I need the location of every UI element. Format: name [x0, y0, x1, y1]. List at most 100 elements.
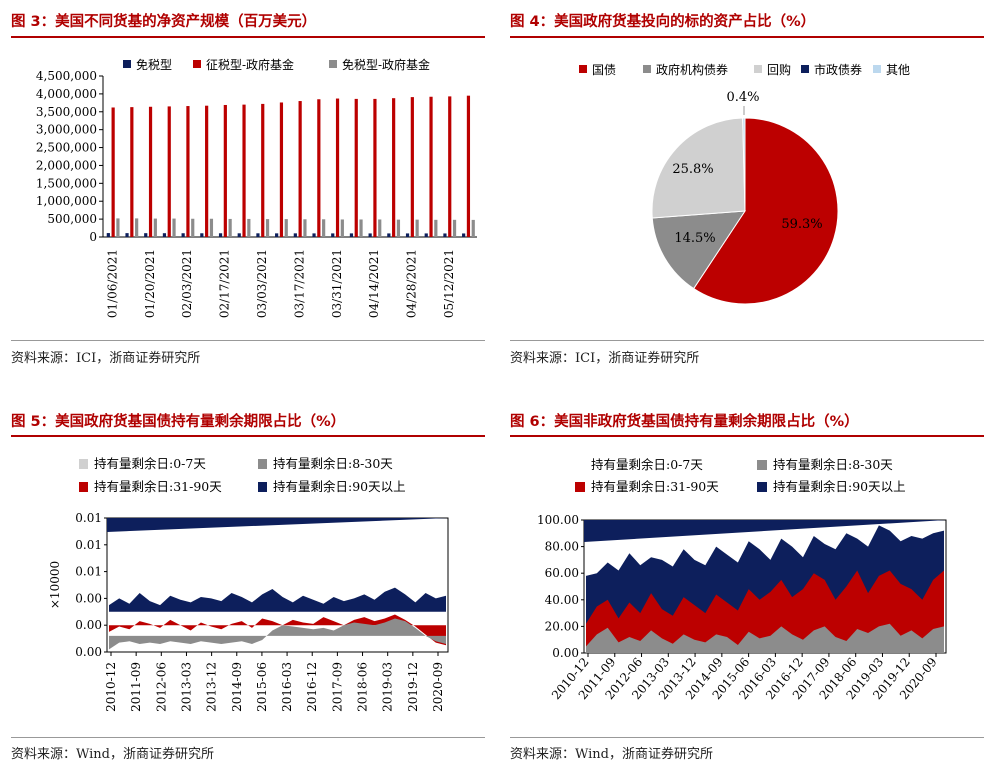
fig3-bar-1 [242, 104, 246, 237]
fig3-bar-1 [354, 98, 358, 237]
fig3-x-tick-label: 03/03/2021 [255, 249, 269, 318]
fig3-bar-2 [471, 219, 475, 237]
fig6-legend-label: 持有量剩余日:31-90天 [591, 479, 719, 494]
fig4-slice-label: 59.3% [781, 217, 822, 232]
fig3-x-tick-label: 02/17/2021 [218, 249, 232, 318]
fig5-x-tick-label: 2015-06 [255, 662, 269, 712]
fig3-bar-1 [335, 98, 340, 237]
fig5-title-rule [11, 435, 485, 437]
fig4-legend-label: 政府机构债券 [656, 62, 728, 77]
fig5-x-tick-label: 2014-09 [230, 662, 244, 712]
fig3-y-tick-label: 1,000,000 [36, 194, 97, 208]
fig3-x-tick-label: 04/28/2021 [405, 249, 419, 318]
fig3-legend-swatch [329, 60, 337, 68]
fig3-source: 资料来源：ICI，浙商证券研究所 [11, 351, 201, 366]
fig6-y-tick-label: 20.00 [545, 619, 579, 633]
fig5-x-tick-label: 2019-12 [406, 662, 420, 712]
fig3-bar-1 [148, 106, 153, 237]
fig3-bar-2 [228, 218, 232, 237]
fig3-bar-2 [340, 219, 344, 237]
fig5-legend-label: 持有量剩余日:0-7天 [94, 456, 206, 471]
fig5-x-tick-label: 2018-06 [356, 662, 370, 712]
fig5-legend-label: 持有量剩余日:8-30天 [273, 456, 393, 471]
fig5-x-tick-label: 2016-03 [280, 662, 294, 712]
fig5-y-tick-label: 0.00 [75, 618, 102, 632]
fig5-y-tick-label: 0.01 [75, 538, 102, 552]
fig3-bar-2 [247, 218, 251, 237]
fig3-bar-0 [312, 233, 316, 237]
fig3-y-tick-label: 3,500,000 [36, 105, 97, 119]
fig3-bar-1 [279, 102, 284, 237]
fig4-title: 图 4：美国政府货基投向的标的资产占比（%） [510, 14, 816, 30]
fig3-bar-2 [209, 218, 214, 237]
fig3-x-tick-label: 03/31/2021 [330, 249, 344, 318]
fig4-legend-swatch [643, 65, 651, 73]
fig3-bar-0 [443, 233, 447, 237]
fig3-bar-1 [392, 98, 396, 237]
fig3-bar-2 [191, 218, 195, 237]
fig5-legend-label: 持有量剩余日:31-90天 [94, 479, 222, 494]
fig3-panel: 图 3：美国不同货基的净资产规模（百万美元） 免税型 征税型-政府基金 免税型-政府… [11, 0, 485, 380]
fig5-title: 图 5：美国政府货基国债持有量剩余期限占比（%） [11, 414, 346, 430]
fig5-x-tick-label: 2020-09 [431, 662, 445, 712]
fig4-legend-label: 市政债券 [814, 62, 862, 77]
fig3-bar-1 [186, 106, 190, 237]
fig3-x-tick-label: 03/17/2021 [292, 249, 306, 318]
fig6-source-rule [510, 737, 984, 738]
fig3-legend-label: 免税型-政府基金 [342, 57, 430, 72]
fig5-legend-swatch [258, 459, 267, 469]
fig3-bar-0 [162, 233, 167, 237]
fig4-legend-swatch [873, 65, 881, 73]
fig3-legend-label: 免税型 [136, 57, 172, 72]
fig3-bar-2 [265, 219, 270, 237]
fig5-area-2 [109, 587, 446, 612]
fig3-bar-2 [116, 218, 120, 237]
fig3-bar-1 [317, 99, 321, 237]
fig6-legend-swatch [757, 460, 767, 470]
fig3-y-tick-label: 500,000 [47, 212, 97, 226]
fig5-legend-swatch [79, 482, 88, 492]
fig3-source-rule [11, 340, 485, 341]
fig5-x-tick-label: 2013-03 [179, 662, 193, 712]
fig3-bar-1 [410, 97, 414, 237]
fig4-legend-label: 其他 [886, 63, 910, 77]
fig3-title-rule [11, 36, 485, 38]
fig4-chart: 国债 政府机构债券 回购 市政债券 其他 59.3% 14.5% 25.8% 0.4% [579, 62, 910, 305]
fig4-legend-label: 回购 [767, 62, 791, 77]
fig5-area-1 [109, 614, 446, 646]
fig3-bar-0 [331, 233, 335, 237]
fig6-legend-swatch [575, 460, 585, 470]
fig3-bar-0 [256, 233, 260, 237]
fig6-top-wedge [584, 520, 946, 542]
fig3-bar-1 [167, 106, 171, 238]
fig3-bar-2 [452, 219, 457, 237]
fig3-bar-1 [205, 105, 209, 237]
fig5-panel: 图 5：美国政府货基国债持有量剩余期限占比（%） 持有量剩余日:0-7天持有量剩… [11, 400, 485, 769]
fig4-title-rule [510, 36, 984, 38]
fig6-source: 资料来源：Wind，浙商证券研究所 [510, 747, 713, 762]
fig3-bar-2 [359, 219, 363, 237]
fig5-x-tick-label: 2010-12 [104, 662, 118, 712]
fig5-y-tick-label: 0.00 [75, 645, 102, 659]
fig5-source: 资料来源：Wind，浙商证券研究所 [11, 747, 214, 762]
fig5-y-tick-label: 0.01 [75, 565, 102, 579]
fig3-x-tick-label: 02/03/2021 [180, 249, 194, 318]
fig3-bar-2 [378, 219, 382, 237]
fig4-source-rule [510, 340, 984, 341]
fig3-y-tick-label: 2,000,000 [36, 158, 97, 172]
fig3-bar-0 [424, 233, 428, 237]
fig4-legend-swatch [754, 65, 762, 73]
fig4-slice-1 [651, 210, 746, 290]
fig6-legend-label: 持有量剩余日:8-30天 [773, 457, 893, 472]
fig4-slice-label: 14.5% [674, 231, 715, 246]
fig6-title-rule [510, 435, 984, 437]
fig5-x-tick-label: 2012-06 [154, 662, 168, 712]
fig3-chart: 免税型 征税型-政府基金 免税型-政府基金 4,500,000 4,000,000 3,5… [36, 57, 477, 318]
fig3-bar-0 [405, 233, 410, 237]
fig6-panel: 图 6：美国非政府货基国债持有量剩余期限占比（%） 持有量剩余日:0-7天 持有量… [510, 400, 984, 769]
fig3-bar-2 [303, 219, 307, 237]
fig6-legend-swatch [575, 482, 585, 492]
fig5-area-0 [109, 618, 446, 650]
